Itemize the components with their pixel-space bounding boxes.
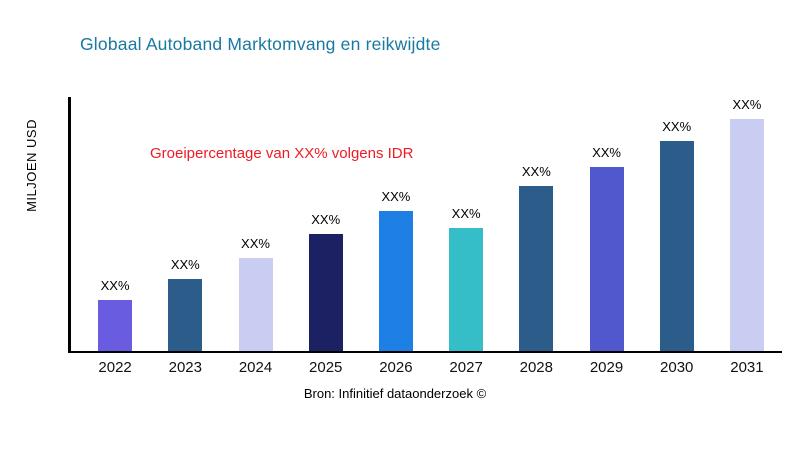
bar-column-2031: XX% 2031 [712,97,782,376]
bar-2030 [659,141,694,351]
bars-row: XX% 2022 XX% 2023 XX% 2024 XX% 2025 XX% 2026 XX% 20… [80,97,782,376]
x-tick-label: 2022 [98,359,132,376]
bar-column-2025: XX% 2025 [291,97,361,376]
bar-2028 [519,186,554,351]
bar-value-label: XX% [241,236,270,251]
bar-2031 [729,119,764,351]
bar-area: XX% [449,97,484,351]
bar-value-label: XX% [521,164,551,179]
bar-value-label: XX% [381,189,411,204]
bar-column-2028: XX% 2028 [501,97,571,376]
bar-column-2027: XX% 2027 [431,97,501,376]
bar-area: XX% [168,97,203,351]
bar-area: XX% [238,97,273,351]
source-text: Bron: Infinitief dataonderzoek © [303,386,487,401]
bar-column-2024: XX% 2024 [220,97,290,376]
bar-2023 [168,279,203,351]
bar-value-label: XX% [662,119,692,134]
x-tick-label: 2025 [309,359,343,376]
bar-2027 [449,228,484,351]
bar-column-2022: XX% 2022 [80,97,150,376]
bar-area: XX% [519,97,554,351]
y-axis-line [68,97,71,353]
bar-value-label: XX% [451,206,481,221]
x-tick-label: 2027 [449,359,483,376]
bar-2022 [98,300,133,351]
bar-area: XX% [308,97,343,351]
x-tick-label: 2024 [238,359,273,376]
bar-area: XX% [98,97,133,351]
bar-value-label: XX% [170,257,200,272]
bar-value-label: XX% [311,212,341,227]
bar-2029 [589,167,624,351]
bar-value-label: XX% [592,145,621,160]
x-tick-label: 2031 [730,359,764,376]
y-axis-label-wrap: MILJOEN USD [24,95,39,235]
x-tick-label: 2028 [519,359,553,376]
growth-annotation: Groeipercentage van XX% volgens IDR [150,145,414,162]
bar-column-2029: XX% 2029 [571,97,641,376]
bar-value-label: XX% [732,97,762,112]
chart-title: Globaal Autoband Marktomvang en reikwijd… [80,34,441,54]
x-tick-label: 2023 [168,359,202,376]
bar-area: XX% [729,97,764,351]
x-tick-label: 2029 [589,359,624,376]
y-axis-label: MILJOEN USD [24,118,39,212]
bar-area: XX% [589,97,624,351]
bar-column-2026: XX% 2026 [361,97,431,376]
bar-column-2023: XX% 2023 [150,97,220,376]
x-tick-label: 2026 [379,359,413,376]
bar-column-2030: XX% 2030 [642,97,712,376]
bar-2025 [308,234,343,351]
x-tick-label: 2030 [660,359,694,376]
bar-area: XX% [659,97,694,351]
x-axis-line [68,351,782,353]
bar-area: XX% [378,97,413,351]
bar-2024 [238,258,273,351]
bar-value-label: XX% [100,278,130,293]
bar-2026 [378,211,413,351]
